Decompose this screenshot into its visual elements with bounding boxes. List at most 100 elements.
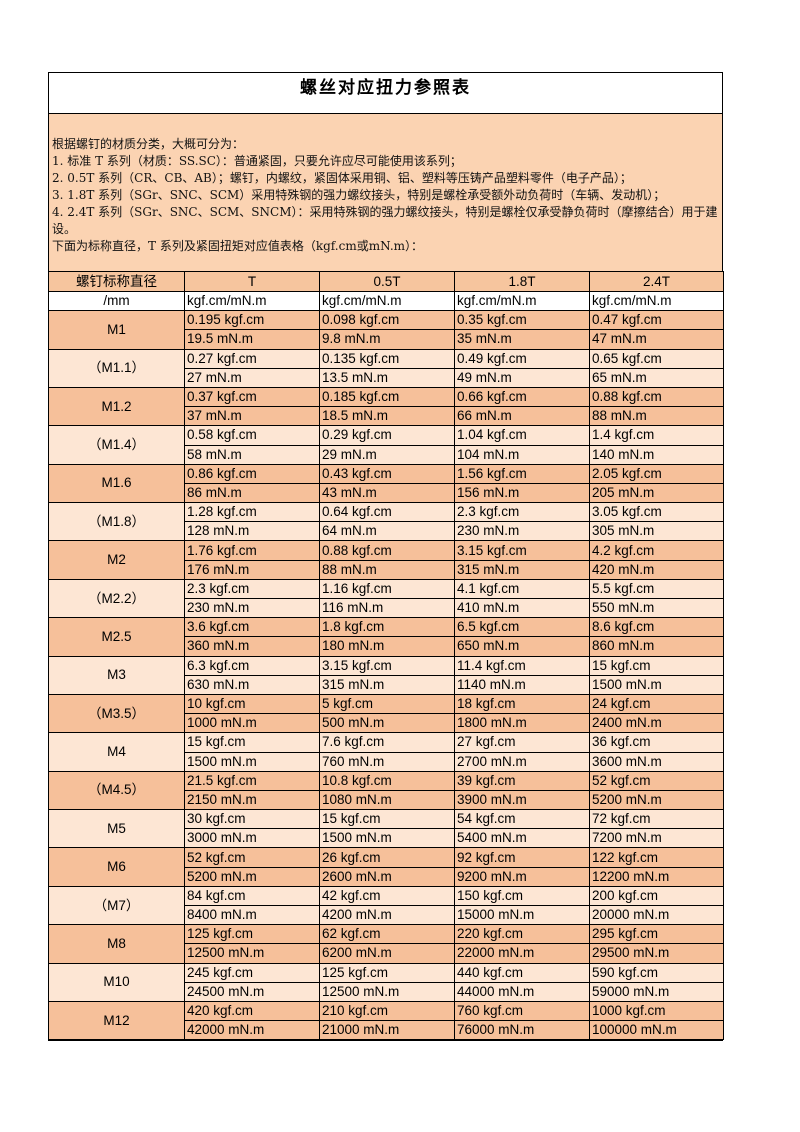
mnm-row: 3000 mN.m 1500 mN.m 5400 mN.m 7200 mN.m — [49, 828, 724, 849]
mnm-row: 1000 mN.m 500 mN.m 1800 mN.m 2400 mN.m — [49, 713, 724, 734]
kgf-cell: 0.88 kgf.cm — [319, 540, 455, 561]
kgf-cell: 5 kgf.cm — [319, 693, 455, 715]
mnm-cell: 9.8 mN.m — [319, 329, 455, 350]
mnm-cell: 3000 mN.m — [184, 828, 320, 849]
kgf-cell: 39 kgf.cm — [454, 770, 590, 791]
header-cell: 2.4T — [589, 271, 724, 292]
mnm-cell: 12200 mN.m — [589, 866, 724, 887]
size-cell: M1.6 — [48, 463, 185, 504]
mnm-cell: 12500 mN.m — [319, 981, 455, 1002]
mnm-cell: 1140 mN.m — [454, 674, 590, 695]
subheader-cell: kgf.cm/mN.m — [454, 290, 590, 312]
header-cell: T — [184, 271, 320, 292]
kgf-cell: 1.4 kgf.cm — [589, 425, 724, 446]
mnm-cell: 29 mN.m — [319, 444, 455, 465]
mnm-cell: 176 mN.m — [184, 559, 320, 580]
kgf-row: M1 0.195 kgf.cm 0.098 kgf.cm 0.35 kgf.cm 0.4… — [48, 310, 724, 350]
mnm-cell: 7200 mN.m — [589, 828, 724, 849]
mnm-cell: 29500 mN.m — [589, 943, 724, 964]
mnm-row: 27 mN.m 13.5 mN.m 49 mN.m 65 mN.m — [49, 367, 724, 388]
mnm-cell: 20000 mN.m — [589, 904, 724, 926]
kgf-cell: 200 kgf.cm — [589, 885, 724, 907]
kgf-cell: 27 kgf.cm — [454, 732, 590, 753]
mnm-cell: 2700 mN.m — [454, 751, 590, 772]
kgf-cell: 36 kgf.cm — [589, 732, 724, 753]
mnm-row: 230 mN.m 116 mN.m 410 mN.m 550 mN.m — [49, 597, 724, 619]
kgf-row: M12 420 kgf.cm 210 kgf.cm 760 kgf.cm 1000 kg… — [48, 1000, 724, 1041]
mnm-cell: 1500 mN.m — [184, 751, 320, 772]
kgf-cell: 1.28 kgf.cm — [184, 502, 320, 523]
mnm-cell: 410 mN.m — [454, 597, 590, 619]
size-cell: M4 — [48, 732, 185, 772]
kgf-cell: 1.04 kgf.cm — [454, 425, 590, 446]
mnm-cell: 230 mN.m — [454, 521, 590, 542]
kgf-row: M5 30 kgf.cm 15 kgf.cm 54 kgf.cm 72 kgf.cm — [48, 809, 724, 849]
mnm-cell: 1000 mN.m — [184, 713, 320, 734]
kgf-cell: 0.47 kgf.cm — [589, 310, 724, 331]
mnm-cell: 12500 mN.m — [184, 943, 320, 964]
kgf-cell: 10 kgf.cm — [184, 693, 320, 715]
mnm-cell: 3900 mN.m — [454, 789, 590, 811]
mnm-row: 58 mN.m 29 mN.m 104 mN.m 140 mN.m — [49, 444, 724, 465]
mnm-cell: 1080 mN.m — [319, 789, 455, 811]
mnm-cell: 4200 mN.m — [319, 904, 455, 926]
mnm-cell: 88 mN.m — [319, 559, 455, 580]
kgf-cell: 1.16 kgf.cm — [319, 578, 455, 600]
mnm-cell: 2400 mN.m — [589, 713, 724, 734]
kgf-cell: 6.5 kgf.cm — [454, 617, 590, 638]
kgf-cell: 7.6 kgf.cm — [319, 732, 455, 753]
intro: 根据螺钉的材质分类，大概可分为： 1. 标准 T 系列（材质：SS.SC）：普通紧… — [49, 114, 722, 271]
kgf-cell: 0.58 kgf.cm — [184, 425, 320, 446]
mnm-cell: 5200 mN.m — [184, 866, 320, 887]
kgf-row: （M1.8） 1.28 kgf.cm 0.64 kgf.cm 2.3 kgf.cm 3.… — [48, 502, 724, 542]
kgf-cell: 0.86 kgf.cm — [184, 463, 320, 484]
kgf-row: M8 125 kgf.cm 62 kgf.cm 220 kgf.cm 295 kgf.c… — [48, 924, 724, 964]
mnm-cell: 650 mN.m — [454, 636, 590, 657]
kgf-row: M1.2 0.37 kgf.cm 0.185 kgf.cm 0.66 kgf.cm 0.… — [48, 386, 724, 427]
size-cell: （M3.5） — [48, 693, 185, 734]
kgf-row: M6 52 kgf.cm 26 kgf.cm 92 kgf.cm 122 kgf.cm — [48, 847, 724, 887]
header-row: 螺钉标称直径 T 0.5T 1.8T 2.4T — [48, 271, 724, 292]
size-cell: M2.5 — [48, 617, 185, 657]
size-cell: （M1.8） — [48, 502, 185, 542]
torque-table: 螺钉标称直径 T 0.5T 1.8T 2.4T/mm kgf.cm/mN.m kgf.cm/… — [48, 271, 724, 1041]
size-cell: M6 — [48, 847, 185, 887]
intro-line: 4. 2.4T 系列（SGr、SNC、SCM、SNCM）：采用特殊钢的强力螺纹接… — [52, 205, 718, 236]
mnm-cell: 420 mN.m — [589, 559, 724, 580]
kgf-cell: 72 kgf.cm — [589, 809, 724, 830]
mnm-cell: 88 mN.m — [589, 406, 724, 427]
subheader-cell: /mm — [48, 290, 185, 312]
mnm-cell: 116 mN.m — [319, 597, 455, 619]
kgf-cell: 150 kgf.cm — [454, 885, 590, 907]
mnm-cell: 24500 mN.m — [184, 981, 320, 1002]
kgf-cell: 0.135 kgf.cm — [319, 348, 455, 369]
mnm-row: 42000 mN.m 21000 mN.m 76000 mN.m 100000 mN.… — [49, 1020, 724, 1041]
mnm-cell: 1500 mN.m — [589, 674, 724, 695]
mnm-cell: 140 mN.m — [589, 444, 724, 465]
kgf-cell: 8.6 kgf.cm — [589, 617, 724, 638]
mnm-row: 2150 mN.m 1080 mN.m 3900 mN.m 5200 mN.m — [49, 789, 724, 811]
subheader-row: /mm kgf.cm/mN.m kgf.cm/mN.m kgf.cm/mN.m kgf.… — [48, 290, 724, 312]
mnm-cell: 43 mN.m — [319, 482, 455, 504]
kgf-row: （M7） 84 kgf.cm 42 kgf.cm 150 kgf.cm 200 kgf.… — [48, 885, 724, 926]
mnm-cell: 5200 mN.m — [589, 789, 724, 811]
mnm-row: 176 mN.m 88 mN.m 315 mN.m 420 mN.m — [49, 559, 724, 580]
mnm-row: 128 mN.m 64 mN.m 230 mN.m 305 mN.m — [49, 521, 724, 542]
kgf-cell: 0.43 kgf.cm — [319, 463, 455, 484]
kgf-cell: 1.56 kgf.cm — [454, 463, 590, 484]
kgf-cell: 1000 kgf.cm — [589, 1000, 724, 1022]
mnm-cell: 76000 mN.m — [454, 1020, 590, 1041]
intro-line: 1. 标准 T 系列（材质：SS.SC）：普通紧固，只要允许应尽可能使用该系列； — [52, 154, 462, 168]
kgf-cell: 0.66 kgf.cm — [454, 386, 590, 408]
kgf-cell: 0.37 kgf.cm — [184, 386, 320, 408]
mnm-row: 12500 mN.m 6200 mN.m 22000 mN.m 29500 mN.m — [49, 943, 724, 964]
kgf-cell: 0.64 kgf.cm — [319, 502, 455, 523]
intro-line: 根据螺钉的材质分类，大概可分为： — [52, 137, 245, 151]
header-cell: 1.8T — [454, 271, 590, 292]
kgf-cell: 3.05 kgf.cm — [589, 502, 724, 523]
mnm-cell: 18.5 mN.m — [319, 406, 455, 427]
kgf-cell: 125 kgf.cm — [184, 924, 320, 945]
mnm-cell: 44000 mN.m — [454, 981, 590, 1002]
kgf-cell: 26 kgf.cm — [319, 847, 455, 868]
